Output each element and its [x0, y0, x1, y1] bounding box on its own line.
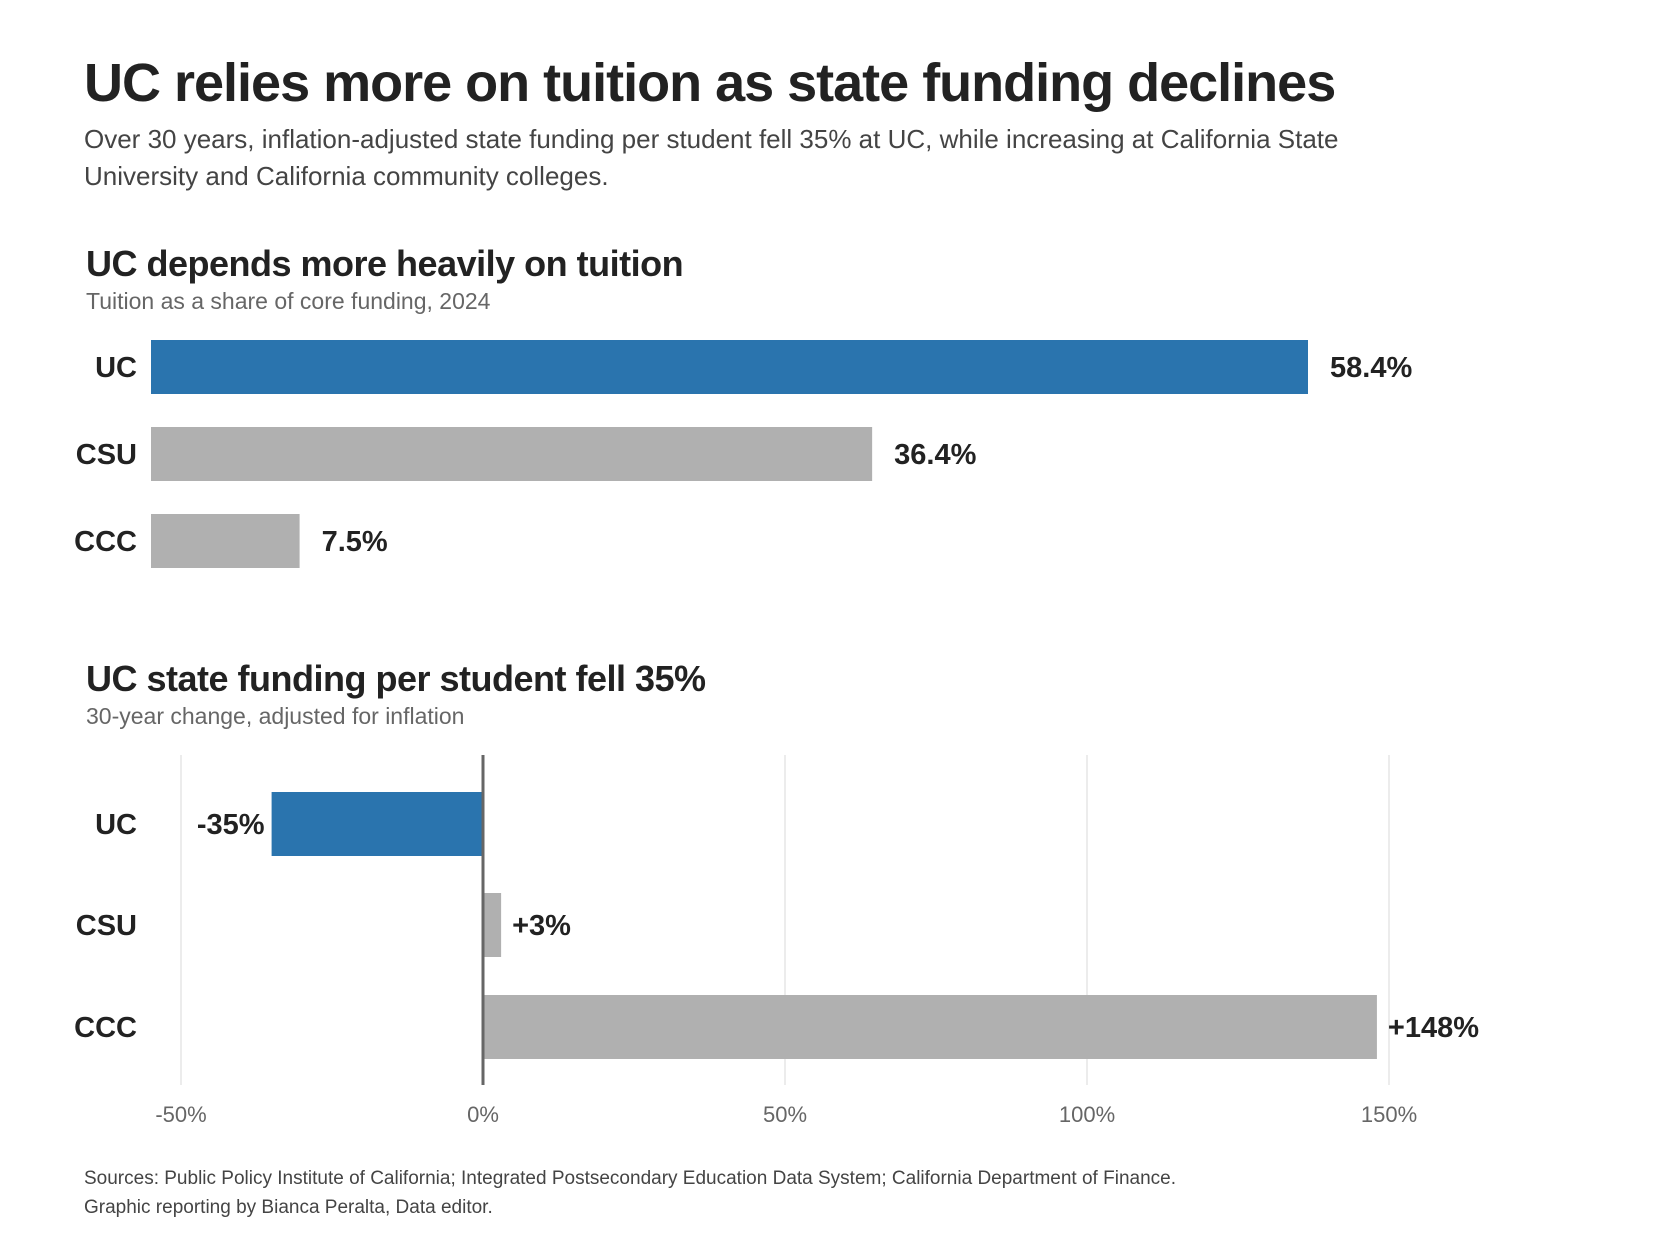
x-tick-label-3: 100% — [1059, 1102, 1115, 1127]
bar-ccc — [151, 514, 300, 568]
value-label-csu: 36.4% — [894, 439, 976, 471]
value-label-ccc: 7.5% — [322, 526, 388, 558]
category-label-ccc: CCC — [74, 526, 137, 558]
x-tick-label-4: 150% — [1361, 1102, 1417, 1127]
value-label-csu: +3% — [512, 910, 571, 942]
tuition-share-bar-chart: UC 58.4% CSU 36.4% CCC 7.5% — [74, 340, 1412, 568]
funding-change-chart-subtitle: 30-year change, adjusted for inflation — [86, 703, 465, 729]
value-label-uc: 58.4% — [1330, 352, 1412, 384]
funding-change-bar-chart: -50% 0% 50% 100% 150% UC -35% CSU +3% CCC +148% — [74, 755, 1479, 1127]
bar-csu — [151, 427, 873, 481]
credit-note: Graphic reporting by Bianca Peralta, Dat… — [84, 1197, 493, 1218]
tuition-share-chart-subtitle: Tuition as a share of core funding, 2024 — [86, 288, 491, 314]
category-label-csu: CSU — [76, 910, 137, 942]
category-label-ccc: CCC — [74, 1012, 137, 1044]
chart-footer: Sources: Public Policy Institute of Cali… — [84, 1164, 1176, 1222]
bar-uc — [271, 792, 483, 856]
bar-uc — [151, 340, 1308, 394]
x-tick-label-0: -50% — [155, 1102, 206, 1127]
chart-title: UC relies more on tuition as state fundi… — [84, 53, 1336, 113]
category-label-csu: CSU — [76, 439, 137, 471]
value-label-ccc: +148% — [1388, 1012, 1479, 1044]
bar-ccc — [483, 995, 1377, 1059]
tuition-share-chart-title: UC depends more heavily on tuition — [86, 243, 684, 284]
sources-note: Sources: Public Policy Institute of Cali… — [84, 1168, 1176, 1189]
x-tick-label-2: 50% — [763, 1102, 807, 1127]
value-label-uc: -35% — [197, 809, 265, 841]
category-label-uc: UC — [95, 809, 137, 841]
category-label-uc: UC — [95, 352, 137, 384]
bar-csu — [483, 893, 502, 957]
chart-subtitle: Over 30 years, inflation-adjusted state … — [84, 124, 1339, 191]
x-tick-label-1: 0% — [467, 1102, 499, 1127]
funding-change-chart-title: UC state funding per student fell 35% — [86, 658, 706, 699]
